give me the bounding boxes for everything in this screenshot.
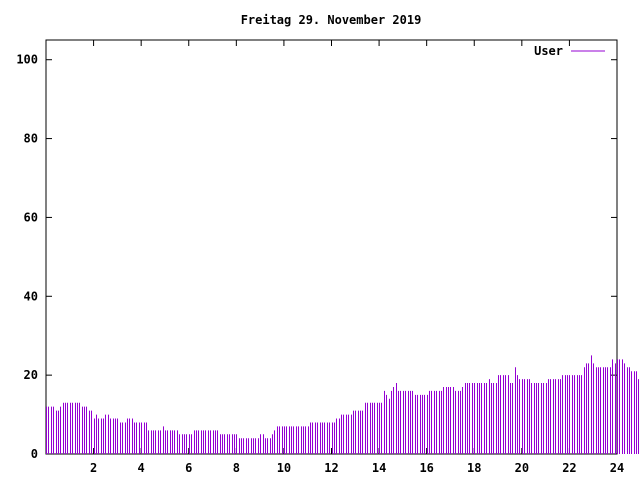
legend-label: User <box>534 44 563 58</box>
x-tick-label-10: 10 <box>277 461 291 475</box>
y-tick-label-100: 100 <box>16 53 38 67</box>
x-tick-label-2: 2 <box>90 461 97 475</box>
legend: User <box>534 44 605 58</box>
chart-title: Freitag 29. November 2019 <box>241 13 422 27</box>
x-tick-label-16: 16 <box>419 461 433 475</box>
x-tick-label-18: 18 <box>467 461 481 475</box>
y-tick-label-20: 20 <box>24 368 38 382</box>
y-axis: 0 20 40 60 80 100 <box>16 53 617 461</box>
x-tick-label-14: 14 <box>372 461 386 475</box>
x-tick-label-20: 20 <box>515 461 529 475</box>
x-tick-label-6: 6 <box>185 461 192 475</box>
y-tick-label-60: 60 <box>24 210 38 224</box>
bar-series <box>47 355 640 454</box>
x-tick-label-24: 24 <box>610 461 624 475</box>
y-tick-label-40: 40 <box>24 289 38 303</box>
x-tick-label-22: 22 <box>562 461 576 475</box>
x-tick-label-4: 4 <box>138 461 145 475</box>
x-tick-label-8: 8 <box>233 461 240 475</box>
y-tick-label-0: 0 <box>31 447 38 461</box>
x-tick-label-12: 12 <box>324 461 338 475</box>
y-tick-label-80: 80 <box>24 132 38 146</box>
